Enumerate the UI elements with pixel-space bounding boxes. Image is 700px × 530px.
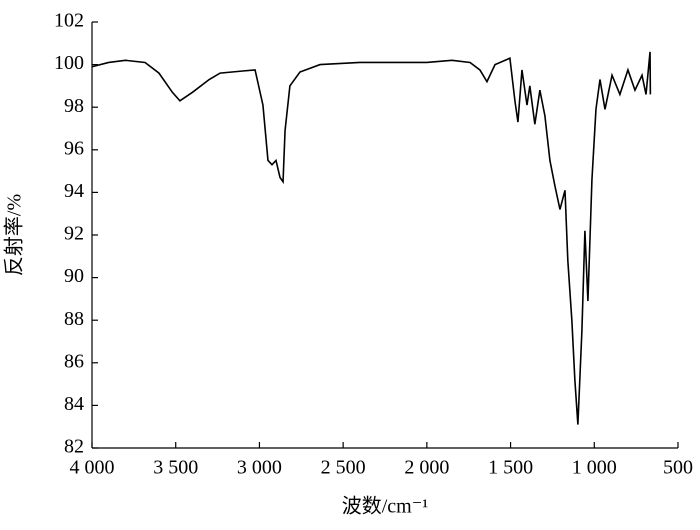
x-tick-label: 4 000 (70, 457, 115, 479)
y-tick-label: 92 (64, 223, 84, 245)
y-tick-label: 86 (64, 350, 84, 372)
x-tick-label: 1 000 (572, 457, 617, 479)
y-tick-label: 96 (64, 137, 84, 159)
x-tick-label: 1 500 (488, 457, 533, 479)
y-tick-label: 84 (64, 393, 84, 415)
x-tick-label: 3 000 (237, 457, 282, 479)
x-tick-label: 500 (663, 457, 693, 479)
y-tick-label: 88 (64, 308, 84, 330)
y-tick-label: 90 (64, 265, 84, 287)
y-tick-label: 94 (64, 180, 84, 202)
y-tick-label: 100 (54, 52, 84, 74)
x-tick-label: 3 500 (153, 457, 198, 479)
x-axis-label: 波数/cm⁻¹ (342, 495, 429, 518)
x-tick-label: 2 000 (404, 457, 449, 479)
y-tick-label: 98 (64, 95, 84, 117)
y-axis-label: 反射率/% (3, 194, 26, 276)
spectrum-line (91, 51, 652, 425)
y-tick-label: 102 (54, 10, 84, 32)
y-tick-label: 82 (64, 436, 84, 458)
x-tick-label: 2 500 (321, 457, 366, 479)
